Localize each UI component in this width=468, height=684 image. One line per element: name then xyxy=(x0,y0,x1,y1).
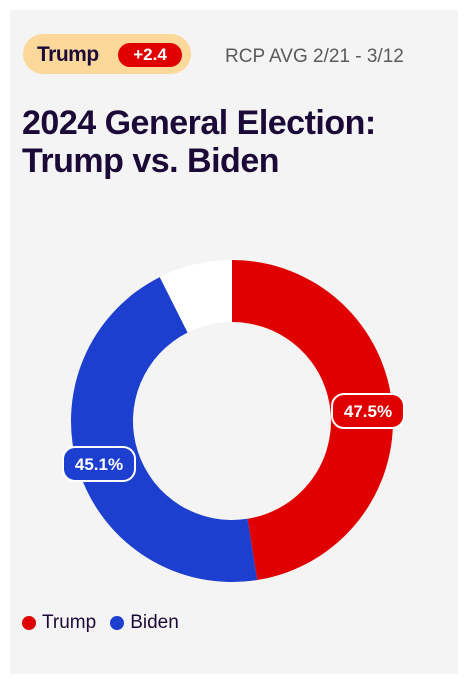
average-date-range: RCP AVG 2/21 - 3/12 xyxy=(225,46,404,67)
donut-slice-other xyxy=(159,260,232,333)
legend-item-trump: Trump xyxy=(22,612,96,634)
data-label-box-biden xyxy=(62,446,136,482)
donut-slice-trump xyxy=(232,260,394,581)
donut-data-labels: 47.5% 45.1% xyxy=(62,393,405,482)
legend-swatch-biden xyxy=(110,616,125,630)
chart-legend: Trump Biden xyxy=(22,612,193,634)
data-label-text-biden: 45.1% xyxy=(75,455,123,474)
legend-item-biden: Biden xyxy=(110,612,179,634)
leader-margin-badge: +2.4 xyxy=(118,43,182,67)
data-label-trump: 47.5% xyxy=(331,393,405,429)
chart-title: 2024 General Election: Trump vs. Biden xyxy=(22,104,442,180)
chart-title-line-2: Trump vs. Biden xyxy=(22,142,280,180)
data-label-text-trump: 47.5% xyxy=(344,402,392,421)
donut-slices xyxy=(70,260,394,582)
data-label-box-trump xyxy=(331,393,405,429)
chart-title-line-1: 2024 General Election: xyxy=(22,104,376,142)
legend-label-trump: Trump xyxy=(42,612,97,633)
donut-slice-biden xyxy=(70,277,258,582)
legend-label-biden: Biden xyxy=(130,612,179,633)
data-label-biden: 45.1% xyxy=(62,446,136,482)
legend-swatch-trump xyxy=(22,616,36,630)
leader-badge: Trump +2.4 xyxy=(23,34,191,74)
leader-name: Trump xyxy=(37,43,99,66)
